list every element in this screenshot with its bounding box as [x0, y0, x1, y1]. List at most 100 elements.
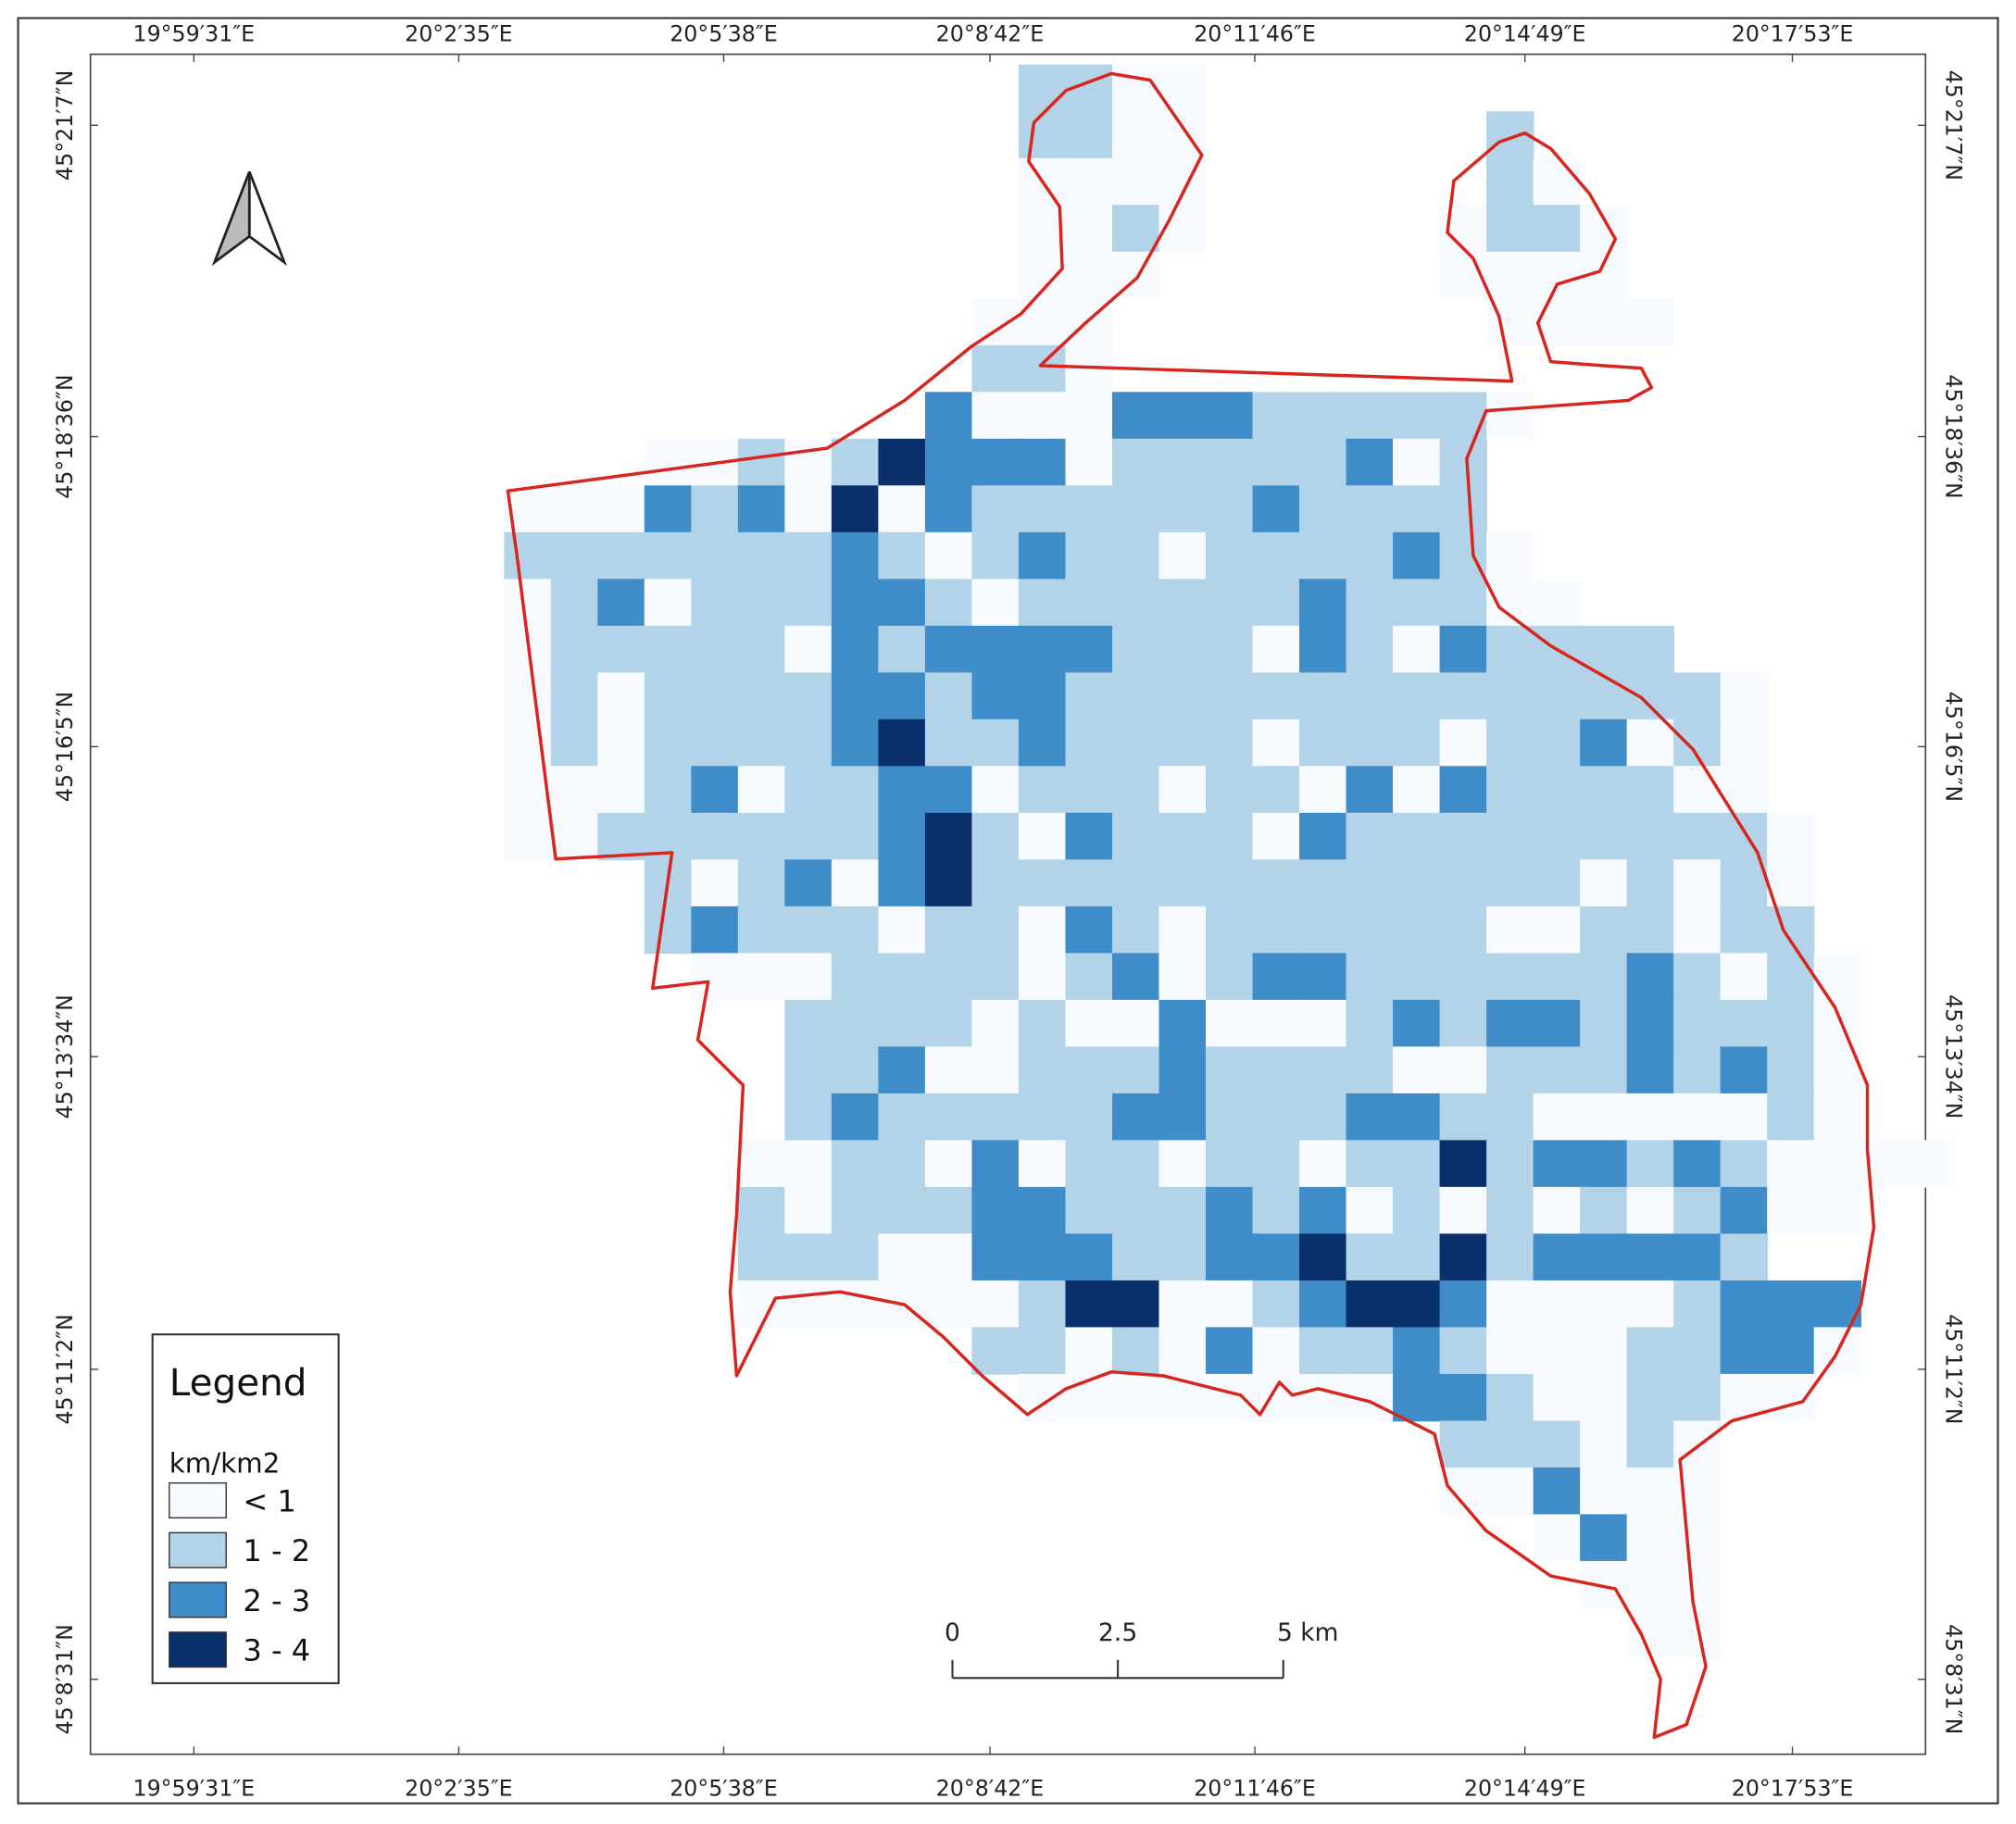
grid-cell — [1533, 205, 1581, 253]
grid-cell — [1533, 1467, 1581, 1516]
lat-label-left: 45°18′36″N — [52, 374, 78, 498]
grid-cell — [1533, 157, 1581, 206]
lon-label-bottom: 20°14′49″E — [1464, 1775, 1586, 1801]
grid-cell — [1720, 672, 1769, 720]
grid-cell — [1065, 1093, 1113, 1142]
grid-cell — [644, 906, 693, 955]
grid-cell — [1299, 766, 1347, 814]
grid-cell — [1393, 625, 1441, 674]
grid-cell — [1626, 859, 1675, 907]
grid-cell — [1065, 1233, 1113, 1281]
grid-cell — [1018, 812, 1067, 861]
grid-cell — [1158, 438, 1207, 487]
grid-cell — [784, 718, 833, 768]
grid-cell — [1252, 953, 1300, 1001]
grid-cell — [971, 438, 1020, 487]
lat-label-right: 45°18′36″N — [1941, 374, 1967, 498]
grid-cell — [1018, 205, 1067, 253]
grid-cell — [1206, 579, 1254, 627]
density-grid — [504, 64, 1956, 1655]
grid-cell — [1439, 859, 1487, 907]
grid-cell — [1393, 859, 1441, 907]
grid-cell — [1439, 812, 1487, 861]
grid-cell — [878, 812, 926, 861]
grid-cell — [1486, 392, 1534, 440]
grid-cell — [1065, 1046, 1113, 1094]
grid-cell — [831, 531, 880, 581]
grid-cell — [1158, 531, 1207, 581]
grid-cell — [1673, 1093, 1722, 1142]
grid-cell — [691, 672, 739, 720]
grid-cell — [1813, 1140, 1862, 1188]
grid-cell — [1393, 579, 1441, 627]
grid-cell — [1299, 1373, 1347, 1422]
grid-cell — [1533, 1046, 1581, 1094]
grid-cell — [1065, 111, 1113, 159]
grid-cell — [737, 1280, 786, 1329]
grid-cell — [784, 953, 833, 1001]
legend-unit: km/km2 — [169, 1448, 281, 1480]
grid-cell — [1299, 579, 1347, 627]
grid-cell — [1486, 251, 1534, 300]
grid-cell — [784, 906, 833, 955]
grid-cell — [1158, 766, 1207, 814]
grid-cell — [831, 859, 880, 907]
grid-cell — [1439, 1046, 1487, 1094]
lon-label-bottom: 20°8′42″E — [936, 1775, 1045, 1801]
grid-cell — [878, 766, 926, 814]
grid-cell — [737, 531, 786, 581]
grid-cell — [1065, 906, 1113, 955]
grid-cell — [924, 1140, 973, 1188]
scale-bar: 0 2.5 5 km — [945, 1618, 1338, 1680]
grid-cell — [1486, 1233, 1534, 1281]
grid-cell — [1065, 485, 1113, 533]
grid-cell — [1206, 438, 1254, 487]
grid-cell — [1720, 1140, 1769, 1188]
grid-cell — [550, 766, 599, 814]
grid-cell — [1252, 766, 1300, 814]
grid-cell — [1065, 718, 1113, 768]
grid-cell — [971, 531, 1020, 581]
grid-cell — [784, 1093, 833, 1142]
grid-cell — [971, 579, 1020, 627]
grid-cell — [1252, 1233, 1300, 1281]
grid-cell — [1533, 1093, 1581, 1142]
grid-cell — [1767, 1280, 1815, 1329]
grid-cell — [971, 953, 1020, 1001]
grid-cell — [1111, 625, 1160, 674]
grid-cell — [924, 392, 973, 440]
grid-cell — [1158, 1140, 1207, 1188]
grid-cell — [971, 485, 1020, 533]
grid-cell — [1065, 859, 1113, 907]
grid-cell — [1486, 531, 1534, 581]
grid-cell — [1252, 531, 1300, 581]
grid-cell — [971, 1233, 1020, 1281]
grid-cell — [1065, 1140, 1113, 1188]
grid-cell — [1673, 718, 1722, 768]
grid-cell — [1439, 1467, 1487, 1516]
grid-cell — [1018, 1046, 1067, 1094]
grid-cell — [1299, 438, 1347, 487]
grid-cell — [1813, 953, 1862, 1001]
grid-cell — [1626, 1233, 1675, 1281]
grid-cell — [597, 485, 645, 533]
grid-cell — [1626, 1373, 1675, 1422]
grid-cell — [550, 672, 599, 720]
grid-cell — [1486, 718, 1534, 768]
grid-cell — [971, 672, 1020, 720]
grid-cell — [1626, 953, 1675, 1001]
grid-cell — [550, 812, 599, 861]
grid-cell — [831, 438, 880, 487]
grid-cell — [971, 344, 1020, 394]
grid-cell — [784, 766, 833, 814]
grid-cell — [1018, 1327, 1067, 1375]
grid-cell — [1533, 1233, 1581, 1281]
grid-cell — [1206, 953, 1254, 1001]
grid-cell — [1626, 1186, 1675, 1235]
grid-cell — [1439, 485, 1487, 533]
grid-cell — [1158, 157, 1207, 206]
grid-cell — [1252, 999, 1300, 1048]
grid-cell — [1439, 1093, 1487, 1142]
grid-cell — [784, 579, 833, 627]
